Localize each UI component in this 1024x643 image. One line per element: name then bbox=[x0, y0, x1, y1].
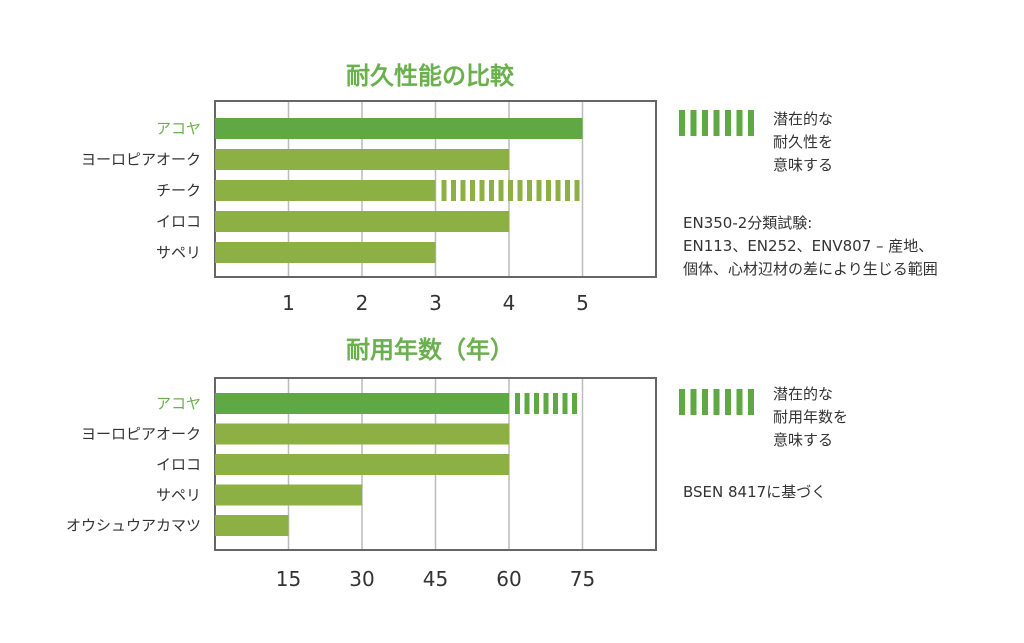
category-label-0: アコヤ bbox=[156, 395, 201, 413]
bar-1 bbox=[215, 149, 509, 170]
legend-potential-durability-swatch bbox=[679, 110, 757, 136]
potential-segment-2-5 bbox=[489, 180, 494, 201]
legend-potential-durability-label: 潜在的な耐久性を意味する bbox=[773, 108, 833, 177]
tick-label-3: 60 bbox=[496, 567, 521, 591]
category-label-3: サペリ bbox=[156, 486, 201, 504]
legend-dash-5 bbox=[736, 110, 743, 136]
potential-segment-2-6 bbox=[498, 180, 504, 201]
service-life-note: BSEN 8417に基づく bbox=[683, 481, 826, 504]
tick-label-0: 15 bbox=[276, 567, 301, 591]
tick-label-4: 5 bbox=[576, 291, 589, 315]
note1-line-2: 個体、心材辺材の差により生じる範囲 bbox=[683, 260, 938, 278]
potential-segment-2-3 bbox=[470, 180, 475, 201]
legend-dash-4 bbox=[725, 110, 731, 136]
legend1-line-0: 潜在的な bbox=[773, 110, 834, 128]
category-label-3: イロコ bbox=[156, 213, 201, 231]
legend-dash-0 bbox=[679, 389, 685, 415]
tick-label-1: 30 bbox=[349, 567, 374, 591]
potential-segment-2-7 bbox=[508, 180, 513, 201]
potential-segment-2-14 bbox=[574, 180, 580, 201]
legend-dash-1 bbox=[690, 389, 697, 415]
bar-1 bbox=[215, 423, 509, 445]
legend2-line-1: 耐用年数を bbox=[773, 408, 849, 426]
legend-dash-2 bbox=[702, 110, 708, 136]
potential-segment-2-10 bbox=[536, 180, 542, 201]
legend-dash-4 bbox=[725, 389, 731, 415]
potential-segment-0-0 bbox=[515, 393, 520, 414]
potential-segment-0-1 bbox=[524, 393, 530, 414]
legend-dash-3 bbox=[713, 110, 720, 136]
potential-segment-2-12 bbox=[555, 180, 561, 201]
bar-0 bbox=[215, 118, 583, 139]
potential-segment-0-5 bbox=[562, 393, 568, 414]
category-label-0: アコヤ bbox=[156, 120, 201, 138]
potential-segment-0-2 bbox=[534, 393, 539, 414]
legend1-line-2: 意味する bbox=[773, 156, 834, 174]
chart-title-service-life: 耐用年数（年） bbox=[346, 336, 514, 364]
tick-label-2: 3 bbox=[429, 291, 442, 315]
bar-2 bbox=[215, 180, 436, 201]
category-label-4: サペリ bbox=[156, 244, 201, 262]
legend-potential-service-life-swatch bbox=[679, 389, 757, 415]
category-label-4: オウシュウアカマツ bbox=[66, 517, 201, 535]
tick-label-4: 75 bbox=[570, 567, 595, 591]
category-label-1: ヨーロピアオーク bbox=[81, 151, 201, 169]
potential-segment-2-0 bbox=[441, 180, 447, 201]
bar-4 bbox=[215, 515, 289, 536]
legend2-line-2: 意味する bbox=[773, 431, 834, 449]
legend-swatch-svg bbox=[679, 389, 754, 415]
potential-segment-2-4 bbox=[479, 180, 485, 201]
category-label-2: イロコ bbox=[156, 456, 201, 474]
legend-dash-2 bbox=[702, 389, 708, 415]
legend-potential-service-life-label: 潜在的な耐用年数を意味する bbox=[773, 383, 848, 452]
potential-segment-2-2 bbox=[460, 180, 466, 201]
legend-dash-0 bbox=[679, 110, 685, 136]
chart-title-durability: 耐久性能の比較 bbox=[346, 62, 514, 90]
legend-dash-5 bbox=[736, 389, 743, 415]
potential-segment-2-13 bbox=[565, 180, 570, 201]
legend2-line-0: 潜在的な bbox=[773, 385, 834, 403]
tick-label-3: 4 bbox=[503, 291, 516, 315]
bar-0 bbox=[215, 393, 509, 414]
legend1-line-1: 耐久性を bbox=[773, 133, 834, 151]
bar-3 bbox=[215, 484, 362, 506]
category-label-1: ヨーロピアオーク bbox=[81, 425, 201, 443]
legend-dash-6 bbox=[748, 110, 754, 136]
note1-line-1: EN113、EN252、ENV807 – 産地、 bbox=[683, 237, 934, 255]
category-label-2: チーク bbox=[156, 182, 201, 200]
potential-segment-0-4 bbox=[553, 393, 558, 414]
durability-note: EN350-2分類試験: EN113、EN252、ENV807 – 産地、 個体、心… bbox=[683, 212, 938, 281]
potential-segment-2-8 bbox=[517, 180, 523, 201]
potential-segment-2-11 bbox=[546, 180, 551, 201]
bar-4 bbox=[215, 242, 436, 263]
potential-segment-0-3 bbox=[543, 393, 549, 414]
bar-3 bbox=[215, 211, 509, 232]
legend-swatch-svg bbox=[679, 110, 754, 136]
legend-dash-1 bbox=[690, 110, 697, 136]
tick-label-1: 2 bbox=[356, 291, 369, 315]
legend-dash-3 bbox=[713, 389, 720, 415]
bar-2 bbox=[215, 454, 509, 475]
tick-label-0: 1 bbox=[282, 291, 295, 315]
tick-label-2: 45 bbox=[423, 567, 448, 591]
potential-segment-0-6 bbox=[572, 393, 577, 414]
note1-line-0: EN350-2分類試験: bbox=[683, 214, 813, 232]
note2-line-0: BSEN 8417に基づく bbox=[683, 483, 827, 501]
potential-segment-2-1 bbox=[451, 180, 456, 201]
legend-dash-6 bbox=[748, 389, 754, 415]
potential-segment-2-9 bbox=[527, 180, 532, 201]
